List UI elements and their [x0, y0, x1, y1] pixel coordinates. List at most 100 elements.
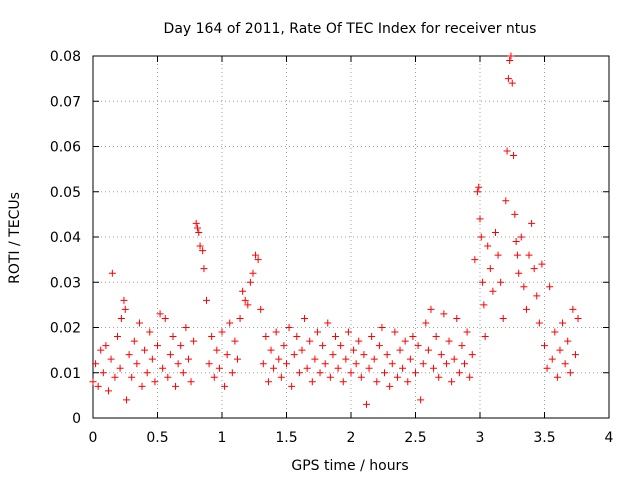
data-point — [231, 337, 239, 345]
data-point — [92, 360, 100, 368]
y-tick-label: 0.01 — [50, 366, 81, 382]
data-point — [559, 319, 567, 327]
data-point — [166, 351, 174, 359]
data-point — [192, 219, 200, 227]
data-point — [262, 333, 270, 341]
data-point — [156, 310, 164, 318]
data-point — [236, 314, 244, 322]
data-point — [503, 147, 511, 155]
data-point — [339, 378, 347, 386]
data-point — [200, 265, 208, 273]
data-point — [301, 314, 309, 322]
data-point — [381, 369, 389, 377]
data-point — [337, 342, 345, 350]
data-point — [184, 355, 192, 363]
data-point — [244, 301, 252, 309]
x-tick-marks — [92, 56, 610, 418]
data-point — [138, 382, 146, 390]
y-tick-label: 0 — [72, 411, 81, 427]
data-point — [190, 337, 198, 345]
data-point — [321, 360, 329, 368]
data-point — [97, 346, 105, 354]
data-point — [499, 314, 507, 322]
data-point — [357, 373, 365, 381]
x-tick-label: 0 — [89, 430, 98, 446]
data-point — [128, 373, 136, 381]
data-point — [146, 328, 154, 336]
data-point — [308, 378, 316, 386]
data-point — [404, 378, 412, 386]
data-point — [267, 346, 275, 354]
data-point — [477, 233, 485, 241]
data-point — [435, 373, 443, 381]
data-point — [406, 355, 414, 363]
data-point — [264, 378, 272, 386]
data-point — [440, 310, 448, 318]
data-point — [360, 351, 368, 359]
data-point — [285, 324, 293, 331]
data-point — [213, 346, 221, 354]
chart-title: Day 164 of 2011, Rate Of TEC Index for r… — [164, 21, 537, 37]
y-tick-label: 0.05 — [50, 185, 81, 201]
data-point — [130, 337, 138, 345]
data-point — [430, 364, 438, 372]
data-point — [497, 278, 505, 286]
data-point — [233, 355, 241, 363]
data-point — [391, 328, 399, 336]
data-point — [401, 337, 409, 345]
data-point — [116, 364, 124, 372]
data-point — [508, 79, 516, 87]
data-point — [535, 319, 543, 327]
data-point — [143, 369, 151, 377]
data-point — [571, 351, 579, 359]
data-point — [177, 342, 185, 350]
data-point — [409, 333, 417, 341]
data-point — [491, 228, 499, 236]
data-point — [293, 333, 301, 341]
data-point — [241, 296, 249, 304]
data-point — [196, 242, 204, 250]
data-point — [502, 197, 510, 205]
data-point — [355, 337, 363, 345]
data-point — [94, 382, 102, 390]
x-axis-label: GPS time / hours — [291, 458, 408, 474]
data-point — [476, 215, 484, 223]
data-point — [494, 251, 502, 259]
data-point — [257, 305, 265, 313]
data-point — [303, 364, 311, 372]
data-point — [515, 269, 523, 277]
data-point — [530, 265, 538, 273]
data-point — [148, 355, 156, 363]
data-point — [466, 373, 474, 381]
data-point — [208, 333, 216, 341]
data-point — [479, 278, 487, 286]
data-point — [332, 333, 340, 341]
data-point — [375, 342, 383, 350]
data-point — [275, 355, 283, 363]
data-point — [461, 360, 469, 368]
data-point — [513, 251, 521, 259]
data-point — [362, 400, 370, 408]
x-tick-label: 1 — [218, 430, 227, 446]
data-point — [574, 314, 582, 322]
data-point — [215, 364, 223, 372]
data-point — [388, 360, 396, 368]
data-point — [280, 342, 288, 350]
data-point — [195, 228, 203, 236]
data-point — [432, 333, 440, 341]
data-point — [378, 324, 386, 331]
data-point — [249, 269, 257, 277]
data-point — [528, 219, 536, 227]
data-point — [556, 346, 564, 354]
data-point — [159, 364, 167, 372]
data-point — [424, 346, 432, 354]
data-point — [89, 378, 97, 386]
data-point — [370, 355, 378, 363]
data-point — [141, 346, 149, 354]
y-tick-labels: 0 0.01 0.02 0.03 0.04 0.05 0.06 0.07 0.08 — [50, 49, 81, 427]
data-point — [254, 256, 262, 264]
data-point — [117, 314, 125, 322]
data-point — [564, 337, 572, 345]
x-tick-label: 3 — [476, 430, 485, 446]
